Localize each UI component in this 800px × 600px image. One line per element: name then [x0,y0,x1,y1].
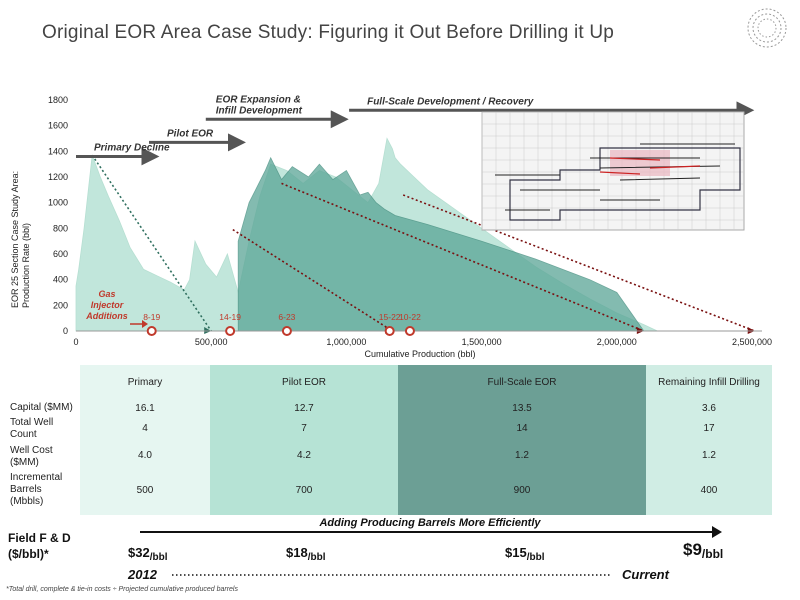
x-tick-label: 1,500,000 [462,337,502,347]
injector-marker [281,326,292,336]
row-label: Incremental Barrels (Mbbls) [10,472,63,507]
production-chart: 0 200 400 600 800 1000 1200 1400 1600 1800 0 500,00… [10,94,772,359]
y-tick-label: 600 [53,249,68,259]
x-tick-label: 500,000 [195,337,228,347]
decline-line [232,228,393,332]
gas-injector-annotation: Additions [85,311,128,321]
page-title: Original EOR Area Case Study: Figuring i… [42,22,615,43]
table-cell: 17 [703,423,715,434]
column-band-infill [646,365,772,515]
column-header: Primary [127,377,163,388]
timeline-dots [172,574,612,576]
footnote: *Total drill, complete & tie-in costs ÷ … [6,586,238,593]
annotation-pointer-head [142,320,148,328]
x-tick-label: 2,000,000 [597,337,637,347]
gas-injector-annotation: Injector [91,300,124,310]
y-tick-label: 200 [53,300,68,310]
y-tick-label: 1000 [48,198,68,208]
fd-label: Field F & D ($/bbl)* [8,531,71,561]
row-label: Total Well Count [10,417,54,440]
timeline-start: 2012 [128,567,157,582]
timeline-end: Current [622,567,669,582]
x-tick-label: 1,000,000 [326,337,366,347]
column-header: Pilot EOR [282,377,326,388]
y-tick-label: 1400 [48,146,68,156]
table-cell: 12.7 [294,403,314,414]
row-label: Capital ($MM) [10,402,73,413]
economics-table: Primary Pilot EOR Full-Scale EOR Remaini… [0,365,800,515]
table-cell: 7 [301,423,307,434]
injector-marker [384,326,395,336]
company-logo [747,8,787,48]
table-cell: 4 [142,423,148,434]
fd-cost-fullscale: $15/bbl [505,545,545,563]
injector-marker [404,326,415,336]
y-tick-label: 1600 [48,121,68,131]
fd-cost-pilot: $18/bbl [286,545,326,563]
injector-marker [146,326,157,336]
column-band-primary [80,365,210,515]
table-cell: 900 [513,485,531,496]
x-tick-label: 0 [73,337,78,347]
phase-arrow-label: Full-Scale Development / Recovery [367,96,534,107]
column-header: Full-Scale EOR [487,377,557,388]
x-axis-label: Cumulative Production (bbl) [364,349,475,359]
column-header: Remaining Infill Drilling [658,377,760,388]
decline-line [91,154,212,332]
fd-cost-primary: $32/bbl [128,545,168,563]
y-axis-label: EOR 25 Section Case Study Area: Producti… [10,168,31,308]
table-cell: 16.1 [135,403,155,414]
injector-marker [225,326,236,336]
injector-marker-label: 6-23 [278,312,295,322]
table-cell: 3.6 [702,403,716,414]
production-area-series [237,156,645,332]
table-cell: 4.0 [138,450,152,461]
column-band-pilot [210,365,398,515]
table-cell: 14 [516,423,528,434]
phase-arrow-label: Pilot EOR [167,128,214,139]
injector-marker-label: 15-22 [379,312,401,322]
efficiency-arrow [140,526,722,538]
table-cell: 1.2 [515,450,529,461]
gas-injector-annotation: Gas [98,289,115,299]
column-band-fullscale [398,365,646,515]
table-cell: 13.5 [512,403,532,414]
phase-arrow-label: Primary Decline [94,142,170,153]
table-cell: 400 [700,485,718,496]
table-cell: 700 [295,485,313,496]
injector-marker-label: 8-19 [143,312,160,322]
x-tick-label: 2,500,000 [732,337,772,347]
phase-arrow-label: Infill Development [216,105,303,116]
y-tick-label: 800 [53,223,68,233]
injector-marker-label: 10-22 [399,312,421,322]
y-tick-label: 400 [53,275,68,285]
efficiency-arrow-label: Adding Producing Barrels More Efficientl… [319,517,541,529]
row-label: Well Cost ($MM) [10,445,53,468]
table-cell: 500 [136,485,154,496]
table-cell: 4.2 [297,450,311,461]
fd-cost-current: $9/bbl [683,540,724,561]
y-tick-label: 1800 [48,95,68,105]
field-map-inset [481,111,745,231]
y-tick-label: 1200 [48,172,68,182]
injector-marker-label: 14-19 [219,312,241,322]
phase-arrow-label: EOR Expansion & [216,94,301,105]
table-cell: 1.2 [702,450,716,461]
y-tick-label: 0 [63,326,68,336]
